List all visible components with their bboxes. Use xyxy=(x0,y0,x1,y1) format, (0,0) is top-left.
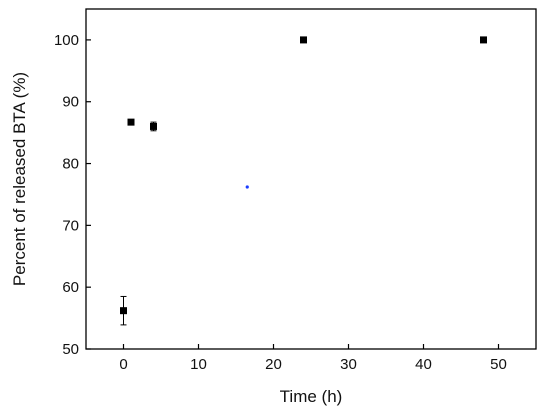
stray-dot xyxy=(245,185,249,189)
x-tick-label: 40 xyxy=(415,356,432,373)
y-tick-label: 60 xyxy=(62,279,79,296)
x-tick-label: 0 xyxy=(119,356,127,373)
y-axis-ticks: 50 60 70 80 90 100 xyxy=(54,32,91,358)
data-points xyxy=(120,36,487,326)
data-point xyxy=(300,36,307,44)
y-tick-label: 70 xyxy=(62,217,79,234)
y-tick-label: 80 xyxy=(62,156,79,173)
x-tick-label: 10 xyxy=(190,356,207,373)
plot-frame xyxy=(85,8,537,350)
x-tick-label: 20 xyxy=(265,356,282,373)
data-point xyxy=(480,36,487,44)
x-tick-label: 30 xyxy=(340,356,357,373)
data-point xyxy=(120,307,127,315)
y-tick-label: 100 xyxy=(54,32,79,49)
y-tick-label: 90 xyxy=(62,94,79,111)
y-tick-label: 50 xyxy=(62,341,79,358)
x-axis-label: Time (h) xyxy=(280,387,343,406)
x-axis-ticks: 0 10 20 30 40 50 xyxy=(119,344,507,373)
data-point xyxy=(150,122,157,130)
data-point xyxy=(127,118,135,126)
y-axis-label: Percent of released BTA (%) xyxy=(10,72,29,286)
x-tick-label: 50 xyxy=(490,356,507,373)
